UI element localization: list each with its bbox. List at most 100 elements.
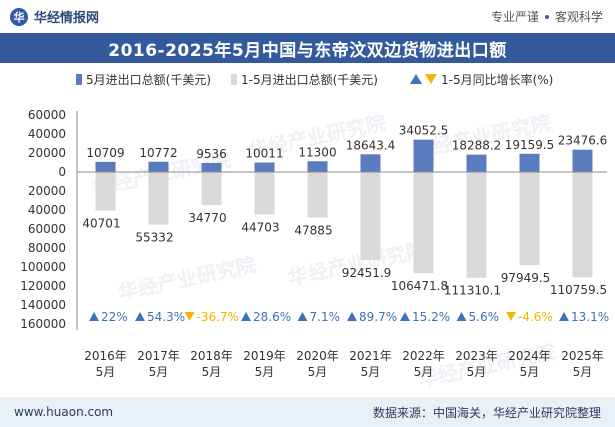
y-tick-label: 80000 (28, 241, 66, 255)
rate-up-triangle-icon (400, 312, 410, 321)
brand: 华 华经情报网 (10, 7, 99, 26)
data-label-monthly: 18288.2 (452, 139, 502, 153)
data-label-rate: 7.1% (310, 310, 341, 324)
brand-name: 华经情报网 (34, 11, 100, 26)
x-tick-label: 5月 (308, 365, 328, 379)
bar-cumulative (519, 172, 540, 266)
bar-monthly (360, 154, 381, 172)
tagline-2: 客观科学 (554, 10, 603, 24)
bar-cumulative (148, 172, 169, 225)
data-label-monthly: 23476.6 (558, 134, 608, 148)
x-tick-label: 2019年 (243, 349, 286, 363)
data-label-rate: 54.3% (147, 310, 185, 324)
x-tick-label: 2025年 (561, 349, 604, 363)
y-tick-label: 0 (58, 165, 66, 179)
rate-up-triangle-icon (559, 312, 569, 321)
data-label-monthly: 11300 (298, 145, 336, 159)
bar-cumulative (413, 172, 434, 274)
x-tick-label: 2020年 (296, 349, 339, 363)
data-label-rate: 22% (101, 310, 128, 324)
x-tick-label: 5月 (414, 365, 434, 379)
x-tick-label: 2021年 (349, 349, 392, 363)
bar-cumulative (572, 172, 593, 278)
bar-monthly (201, 162, 222, 172)
data-label-rate: 28.6% (253, 310, 291, 324)
chart-title: 2016-2025年5月中国与东帝汶双边货物进出口额 (0, 33, 615, 63)
y-tick-label: 100000 (20, 260, 66, 274)
data-label-rate: 15.2% (412, 310, 450, 324)
rate-down-triangle-icon (184, 312, 195, 321)
legend-up-triangle-icon (410, 74, 422, 84)
bar-monthly (466, 154, 487, 172)
bar-cumulative (307, 172, 328, 218)
x-tick-label: 5月 (520, 365, 540, 379)
legend-swatch-monthly (76, 74, 82, 85)
data-label-cumulative: 92451.9 (342, 266, 392, 280)
x-tick-label: 5月 (467, 365, 487, 379)
bar-cumulative (254, 172, 275, 215)
x-tick-label: 2024年 (508, 349, 551, 363)
bullet-dot-icon (544, 14, 549, 19)
bar-monthly (413, 139, 434, 172)
bar-cumulative (95, 172, 116, 211)
y-tick-label: 20000 (28, 184, 66, 198)
x-tick-label: 5月 (96, 365, 116, 379)
x-tick-label: 5月 (149, 365, 169, 379)
data-label-cumulative: 55332 (135, 231, 173, 245)
y-tick-label: 60000 (28, 222, 66, 236)
data-label-rate: 5.6% (469, 310, 500, 324)
bar-monthly (148, 161, 169, 172)
data-label-monthly: 34052.5 (399, 124, 449, 138)
data-label-rate: -36.7% (197, 310, 239, 324)
bar-monthly (519, 153, 540, 172)
data-label-cumulative: 34770 (188, 211, 226, 225)
bar-monthly (307, 161, 328, 172)
x-tick-label: 2016年 (84, 349, 127, 363)
data-label-monthly: 18643.4 (346, 138, 396, 152)
bar-cumulative (201, 172, 222, 206)
data-label-cumulative: 40701 (82, 217, 120, 231)
x-tick-label: 2022年 (402, 349, 445, 363)
y-tick-label: 40000 (28, 127, 66, 141)
tagline-1: 专业严谨 (490, 10, 539, 24)
footer-url[interactable]: www.huaon.com (14, 405, 114, 419)
huajing-logo-icon: 华 (10, 7, 28, 26)
x-tick-label: 5月 (573, 365, 593, 379)
data-label-cumulative: 110759.5 (550, 283, 607, 297)
data-label-monthly: 10772 (139, 146, 177, 160)
legend-label-monthly: 5月进出口总额(千美元) (86, 73, 211, 87)
bar-cumulative (360, 172, 381, 260)
rate-up-triangle-icon (135, 312, 145, 321)
legend-swatch-cumulative (231, 74, 237, 85)
rate-up-triangle-icon (297, 312, 308, 321)
data-label-cumulative: 44703 (241, 220, 279, 234)
y-tick-label: 60000 (28, 108, 66, 122)
data-label-cumulative: 47885 (294, 223, 332, 237)
footer: www.huaon.com 数据来源：中国海关，华经产业研究院整理 (0, 397, 615, 427)
tagline: 专业严谨 客观科学 (491, 8, 603, 25)
x-tick-label: 5月 (202, 365, 222, 379)
data-label-rate: 89.7% (359, 310, 397, 324)
watermark-text: 华经产业研究院 (116, 252, 258, 305)
bar-monthly (254, 162, 275, 172)
chart: 华经产业研究院华经产业研究院华经产业研究院华经产业研究院华经产业研究院华经产业研… (20, 72, 609, 392)
x-tick-label: 5月 (255, 365, 275, 379)
x-tick-label: 5月 (361, 365, 381, 379)
data-label-monthly: 10011 (245, 146, 283, 160)
rate-up-triangle-icon (456, 312, 467, 321)
data-label-rate: -4.6% (518, 310, 553, 324)
data-label-cumulative: 106471.8 (391, 279, 448, 293)
bar-monthly (95, 161, 116, 172)
data-label-rate: 13.1% (571, 310, 609, 324)
bar-cumulative (466, 172, 487, 278)
y-tick-label: 120000 (20, 279, 66, 293)
legend-label-cumulative: 1-5月进出口总额(千美元) (241, 73, 378, 87)
y-tick-label: 40000 (28, 203, 66, 217)
top-bar: 华 华经情报网 专业严谨 客观科学 (0, 0, 615, 33)
rate-up-triangle-icon (347, 312, 357, 321)
data-label-cumulative: 111310.1 (444, 284, 501, 298)
footer-source: 数据来源：中国海关，华经产业研究院整理 (372, 405, 601, 420)
rate-up-triangle-icon (241, 312, 251, 321)
rate-up-triangle-icon (89, 312, 99, 321)
x-tick-label: 2023年 (455, 349, 498, 363)
